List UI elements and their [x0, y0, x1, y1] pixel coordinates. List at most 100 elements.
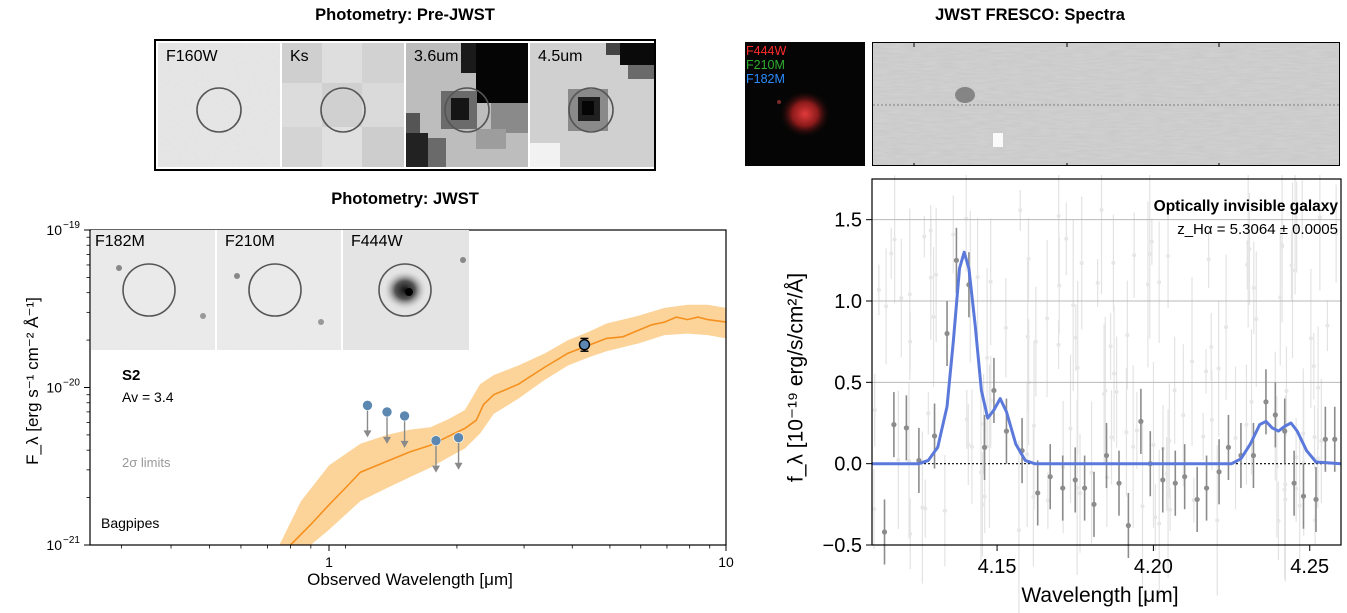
stamp-f182m: F182M — [91, 230, 215, 350]
spec-axes-frame — [871, 178, 1342, 546]
data-points-layer — [881, 227, 1338, 565]
y-tick-label: −0.5 — [823, 535, 862, 557]
spec-annotation-redshift: z_Hα = 5.3064 ± 0.0005 — [1177, 221, 1338, 238]
sed-ylabel: F_λ [erg s⁻¹ cm⁻² Å⁻¹] — [23, 297, 42, 465]
av-label: Av = 3.4 — [122, 389, 174, 405]
aperture-circle — [378, 263, 432, 317]
spectrum-2d — [872, 42, 1340, 166]
spectrum-data-point — [1160, 447, 1166, 513]
spectrum-data-point — [1332, 406, 1338, 472]
stamp-f160w-noise — [158, 43, 280, 167]
stamp-label: F182M — [95, 233, 145, 250]
spectrum-data-point — [1035, 460, 1041, 526]
spectrum-data-point — [1072, 447, 1078, 513]
y-tick-exponent: −19 — [63, 220, 80, 231]
aperture-circle — [196, 87, 242, 133]
jwst-stamp-panel: F182M F210M F444W — [91, 230, 469, 350]
spectrum-data-point — [953, 227, 960, 293]
limits-label: 2σ limits — [122, 455, 171, 470]
upper-limit-marker — [430, 435, 442, 473]
detection-marker — [578, 337, 591, 352]
spectrum-data-point — [1060, 455, 1066, 521]
stamp-f210m: F210M — [217, 230, 341, 350]
jwst-photometry-title: Photometry: JWST — [331, 190, 479, 208]
x-tick-label: 4.25 — [1290, 556, 1329, 578]
object-label: S2 — [122, 367, 141, 384]
y-tick-exponent: −20 — [63, 378, 80, 389]
spectrum-data-point — [1300, 463, 1307, 529]
stamp-ks: Ks — [282, 43, 404, 167]
spectrum-data-point — [1225, 414, 1232, 480]
y-tick-label: 0.0 — [834, 454, 862, 476]
stamp-3p6um: 3.6um — [406, 43, 528, 167]
spectrum-data-point — [1203, 455, 1210, 521]
model-line-layer — [289, 316, 727, 546]
spectrum-data-point — [1091, 471, 1097, 537]
spectrum-ticks: 4.15 4.20 4.25 −0.5 0.0 0.5 1.0 1.5 — [823, 210, 1330, 578]
stamp-label: F160W — [166, 48, 218, 65]
stamp-4p5um: 4.5um — [530, 43, 654, 167]
stamp-label: Ks — [290, 48, 309, 65]
spectrum-data-point — [881, 499, 888, 565]
rgb-label-f210m: F210M — [746, 58, 785, 72]
upper-limit-marker — [362, 400, 373, 438]
rgb-label-f444w: F444W — [746, 44, 787, 58]
spectrum-data-point — [916, 427, 922, 493]
fresco-title: JWST FRESCO: Spectra — [935, 6, 1125, 24]
y-tick-label: 0.5 — [834, 372, 862, 394]
rgb-stamp: F444W F210M F182M — [745, 42, 865, 166]
spectrum-data-point — [1182, 444, 1188, 510]
x-tick-label: 1 — [325, 554, 333, 570]
spectrum-data-point — [1313, 466, 1319, 532]
x-tick-label: 4.15 — [978, 556, 1017, 578]
y-tick-label: 1.5 — [834, 210, 862, 232]
spectrum-data-point — [1263, 369, 1269, 435]
code-label: Bagpipes — [101, 515, 160, 531]
stamp-label: F444W — [351, 233, 403, 250]
model-band-layer — [279, 304, 726, 545]
y-tick-label: 1.0 — [834, 291, 862, 313]
y-tick-label: 10 — [46, 380, 62, 396]
stamp-f160w: F160W — [158, 43, 280, 167]
stamp-f444w: F444W — [343, 230, 469, 350]
upper-limit-marker — [399, 410, 410, 448]
spectrum-data-point — [1250, 423, 1257, 489]
aperture-circle — [248, 263, 302, 317]
spectrum-data-point — [1103, 423, 1110, 489]
aperture-circle — [320, 87, 366, 133]
pre-jwst-stamp-panel: F160W Ks 3.6um — [154, 39, 656, 171]
spec-annotation-title: Optically invisible galaxy — [1153, 198, 1338, 215]
spectrum-data-point — [903, 395, 909, 461]
stamp-label: 3.6um — [414, 48, 459, 65]
spectrum-data-point — [1282, 398, 1288, 464]
y-tick-label: 10 — [46, 537, 62, 553]
x-tick-label: 4.20 — [1134, 556, 1173, 578]
spectrum-data-point — [891, 392, 897, 458]
spectrum-data-point — [1125, 492, 1131, 559]
pre-jwst-title: Photometry: Pre-JWST — [315, 6, 495, 24]
upper-limit-marker — [381, 406, 393, 444]
background-points-layer — [872, 175, 1339, 613]
spectrum-data-point — [1272, 382, 1278, 448]
spec-xlabel: Wavelength [μm] — [1021, 584, 1179, 607]
spectrum-data-point — [1194, 466, 1200, 532]
spectrum-chart: 4.15 4.20 4.25 −0.5 0.0 0.5 1.0 1.5 — [823, 175, 1342, 613]
model-median-line — [289, 316, 727, 546]
spectrum-data-point — [1172, 450, 1178, 516]
upper-limits-layer — [362, 400, 464, 473]
detection-layer — [578, 337, 591, 352]
spectrum-data-point — [931, 403, 938, 469]
rgb-label-f182m: F182M — [746, 72, 785, 86]
aperture-circle — [568, 87, 614, 133]
spectrum-data-point — [1138, 388, 1144, 454]
spectrum-data-point — [981, 414, 988, 480]
upper-limit-marker — [453, 432, 464, 470]
y-tick-exponent: −21 — [63, 535, 80, 546]
y-tick-label: 10 — [46, 222, 62, 238]
model-uncertainty-band — [279, 304, 726, 545]
fit-layer — [872, 250, 1342, 466]
sed-xlabel: Observed Wavelength [μm] — [307, 570, 513, 589]
spectrum-data-point — [1116, 450, 1122, 516]
aperture-circle — [122, 263, 176, 317]
x-tick-label: 10 — [718, 554, 734, 570]
